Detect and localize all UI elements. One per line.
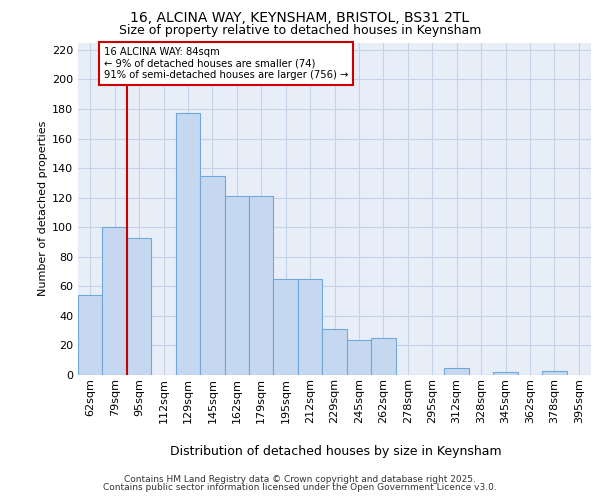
Bar: [176, 114, 200, 375]
Bar: [347, 340, 371, 375]
Text: 16, ALCINA WAY, KEYNSHAM, BRISTOL, BS31 2TL: 16, ALCINA WAY, KEYNSHAM, BRISTOL, BS31 …: [130, 12, 470, 26]
Bar: [224, 196, 249, 375]
Text: Size of property relative to detached houses in Keynsham: Size of property relative to detached ho…: [119, 24, 481, 37]
Y-axis label: Number of detached properties: Number of detached properties: [38, 121, 48, 296]
Text: Contains public sector information licensed under the Open Government Licence v3: Contains public sector information licen…: [103, 484, 497, 492]
Bar: [371, 338, 395, 375]
Text: 16 ALCINA WAY: 84sqm
← 9% of detached houses are smaller (74)
91% of semi-detach: 16 ALCINA WAY: 84sqm ← 9% of detached ho…: [104, 47, 348, 80]
Text: Distribution of detached houses by size in Keynsham: Distribution of detached houses by size …: [170, 444, 502, 458]
Text: Contains HM Land Registry data © Crown copyright and database right 2025.: Contains HM Land Registry data © Crown c…: [124, 475, 476, 484]
Bar: [249, 196, 274, 375]
Bar: [127, 238, 151, 375]
Bar: [322, 329, 347, 375]
Bar: [274, 279, 298, 375]
Bar: [78, 295, 103, 375]
Bar: [542, 370, 566, 375]
Bar: [445, 368, 469, 375]
Bar: [298, 279, 322, 375]
Bar: [103, 227, 127, 375]
Bar: [493, 372, 518, 375]
Bar: [200, 176, 224, 375]
